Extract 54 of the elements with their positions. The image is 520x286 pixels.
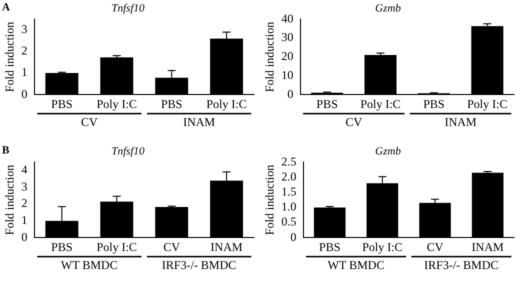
text: WT BMDC: [328, 258, 384, 272]
text: A: [2, 1, 10, 14]
y-tick-label: 2: [21, 196, 28, 210]
x-tick-label: PBS: [51, 96, 73, 111]
y-tick-label: 1.0: [281, 200, 296, 214]
chart-title: Tnfsf10: [111, 145, 146, 158]
text: CV: [345, 114, 362, 129]
y-tick-label: 20: [281, 49, 294, 64]
x-tick-label: Poly I:C: [362, 240, 403, 254]
x-tick-label: Poly I:C: [96, 240, 137, 254]
y-tick-label: 30: [281, 30, 294, 44]
x-tick-label: PBS: [423, 96, 445, 111]
y-tick-label: 0: [290, 230, 296, 244]
x-tick-label: INAM: [210, 240, 243, 254]
x-tick-label: Poly I:C: [206, 96, 247, 111]
y-tick-label: 1: [21, 213, 28, 227]
y-tick-label: 2.0: [281, 169, 296, 184]
chart-title: Gzmb: [375, 2, 402, 14]
x-tick-label: PBS: [319, 240, 340, 254]
y-tick-label: 3: [21, 179, 28, 194]
x-tick-label: Poly I:C: [360, 96, 401, 111]
y-axis-title: Fold induction: [2, 164, 16, 236]
y-tick-label: 3: [21, 22, 28, 36]
x-tick-label: CV: [426, 240, 444, 254]
y-tick-label: 0.5: [281, 214, 296, 229]
y-axis-title: Fold induction: [262, 22, 276, 92]
y-tick-label: 0: [21, 230, 28, 244]
x-tick-label: Poly I:C: [96, 96, 137, 111]
y-tick-label: 10: [281, 68, 294, 82]
y-tick-label: 40: [281, 11, 294, 26]
x-tick-label: PBS: [316, 96, 338, 111]
y-axis-title: Fold induction: [262, 164, 276, 236]
y-tick-label: 0: [287, 86, 294, 101]
y-tick-label: 2.5: [281, 154, 296, 168]
text: WT BMDC: [60, 258, 118, 272]
y-tick-label: 0: [21, 86, 28, 101]
chart-title: Tnfsf10: [111, 2, 146, 14]
y-tick-label: 1: [21, 65, 28, 80]
y-tick-label: 2: [21, 44, 28, 58]
x-tick-label: CV: [163, 240, 180, 254]
text: B: [2, 144, 10, 156]
chart-title: Gzmb: [375, 145, 402, 158]
text: INAM: [444, 114, 477, 129]
text: IRF3-/- BMDC: [162, 258, 236, 272]
x-tick-label: INAM: [472, 240, 504, 254]
text: INAM: [183, 114, 216, 129]
y-tick-label: 4: [21, 162, 28, 177]
x-tick-label: Poly I:C: [467, 96, 508, 111]
text: CV: [80, 114, 98, 129]
y-axis-title: Fold induction: [2, 22, 16, 92]
y-tick-label: 1.5: [281, 184, 296, 199]
x-tick-label: PBS: [51, 240, 73, 254]
x-tick-label: PBS: [160, 96, 182, 111]
text: IRF3-/- BMDC: [424, 258, 499, 272]
